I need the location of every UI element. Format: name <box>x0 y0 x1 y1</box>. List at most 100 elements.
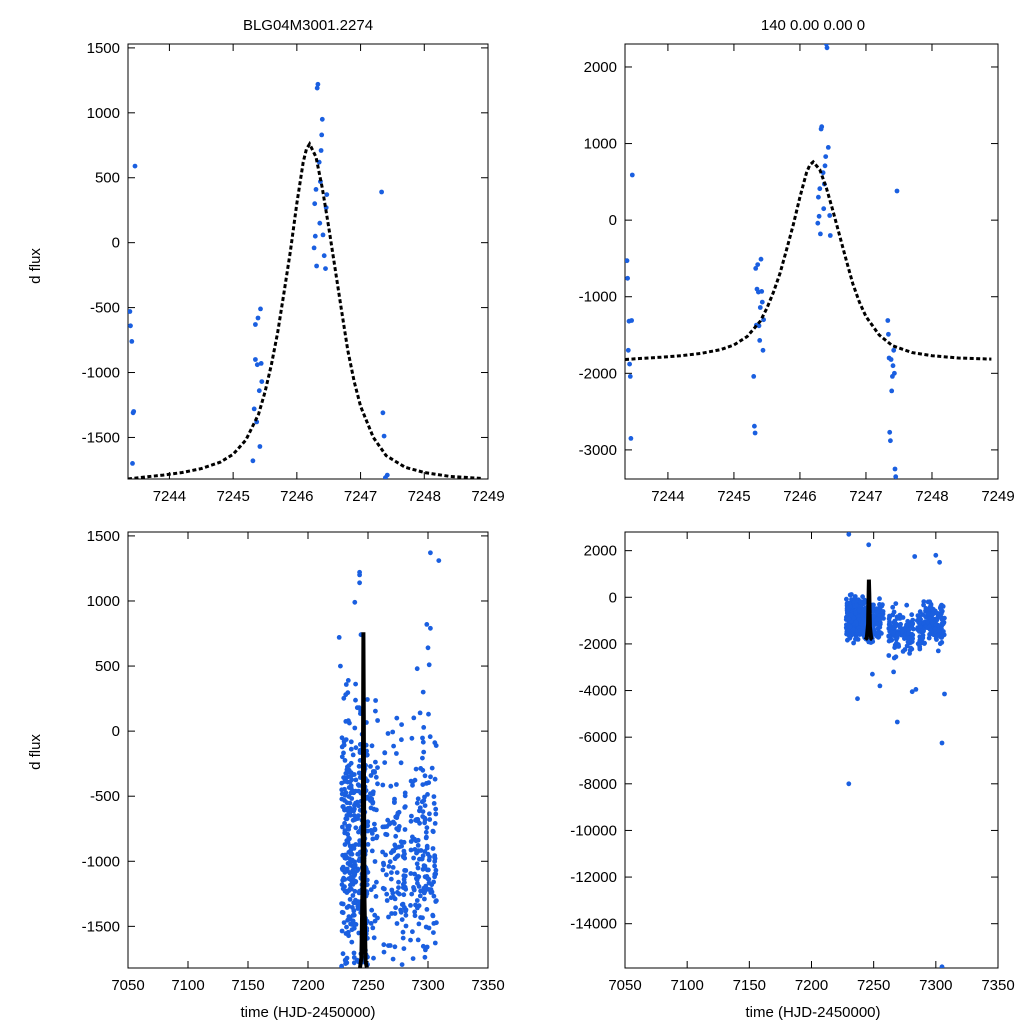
data-point <box>413 818 419 823</box>
data-point <box>319 132 325 138</box>
light-curve-panel-bottom-left: d flux time (HJD-2450000) 7050 7100 7150 72… <box>27 528 505 1021</box>
data-point <box>342 758 348 763</box>
data-point <box>418 888 423 894</box>
data-point <box>886 633 892 639</box>
data-point <box>853 619 859 625</box>
data-point <box>847 632 852 638</box>
data-point <box>344 866 350 872</box>
data-point <box>431 921 437 926</box>
data-point <box>758 256 764 262</box>
data-point <box>341 742 347 748</box>
data-point <box>341 750 346 756</box>
data-point <box>401 892 407 898</box>
data-point <box>315 81 321 87</box>
data-point <box>312 233 318 239</box>
data-point <box>348 874 354 880</box>
data-point <box>318 148 324 153</box>
data-point <box>401 946 407 951</box>
data-point <box>909 689 915 695</box>
data-point <box>893 474 899 479</box>
y-tick-label: -14000 <box>570 916 617 933</box>
plot-area <box>843 532 947 968</box>
data-point <box>922 640 927 646</box>
data-point <box>357 569 362 575</box>
data-point <box>422 954 428 960</box>
data-point <box>760 347 766 353</box>
data-point <box>934 637 939 642</box>
data-point <box>375 718 380 723</box>
data-point <box>399 962 405 967</box>
data-point <box>311 245 317 251</box>
data-point <box>408 871 414 876</box>
data-point <box>250 458 256 464</box>
data-point <box>343 961 348 966</box>
data-point <box>351 908 357 913</box>
data-point <box>345 824 350 829</box>
data-point <box>856 617 862 622</box>
y-tick-label: 0 <box>609 589 617 606</box>
data-point <box>860 629 865 635</box>
data-point <box>919 628 925 634</box>
data-point <box>369 848 375 854</box>
x-tick-label: 7244 <box>651 488 684 505</box>
y-tick-label: -1500 <box>82 429 120 446</box>
data-point <box>886 653 892 658</box>
data-point <box>351 813 357 818</box>
data-point <box>131 409 137 414</box>
data-point <box>403 912 409 918</box>
data-point <box>339 787 345 793</box>
y-tick-label: -10000 <box>570 822 617 839</box>
data-point <box>432 863 437 869</box>
x-tick-label: 7100 <box>670 977 703 994</box>
data-point <box>373 774 379 780</box>
data-point <box>396 879 401 885</box>
y-tick-label: 2000 <box>584 543 617 560</box>
data-point <box>342 828 348 834</box>
data-point <box>425 645 431 651</box>
data-point <box>411 855 416 861</box>
data-point <box>430 846 436 851</box>
data-point <box>891 347 897 353</box>
data-point <box>349 922 355 927</box>
data-point <box>431 794 437 799</box>
data-point <box>939 634 945 639</box>
data-point <box>420 755 425 761</box>
data-point <box>885 318 891 323</box>
x-tick-label: 7244 <box>153 488 186 505</box>
data-point <box>420 809 426 814</box>
data-point <box>414 861 420 867</box>
data-point <box>422 888 428 894</box>
data-point <box>927 604 933 610</box>
data-point <box>399 722 404 727</box>
y-tick-label: -1000 <box>82 365 120 382</box>
data-point <box>313 187 319 192</box>
data-point <box>339 791 345 797</box>
data-point <box>876 634 882 639</box>
data-point <box>857 608 862 613</box>
data-point <box>927 627 933 633</box>
x-tick-label: 7200 <box>291 977 324 994</box>
data-point <box>846 616 852 622</box>
data-point <box>877 620 883 626</box>
data-point <box>349 851 355 857</box>
data-point <box>342 869 348 875</box>
data-point <box>373 759 378 765</box>
data-point <box>398 839 404 845</box>
data-point <box>408 839 414 844</box>
data-point <box>938 607 944 613</box>
data-point <box>381 949 387 955</box>
data-point <box>340 824 345 830</box>
data-point <box>400 935 406 941</box>
data-point <box>428 550 433 556</box>
data-point <box>425 792 430 797</box>
data-point <box>352 725 358 731</box>
data-point <box>897 624 903 630</box>
data-point <box>391 743 396 749</box>
data-point <box>850 627 856 633</box>
data-point <box>399 737 404 743</box>
data-point <box>384 898 390 903</box>
data-point <box>934 610 940 616</box>
data-point <box>388 876 394 882</box>
data-point <box>390 729 396 735</box>
x-tick-label: 7150 <box>733 977 766 994</box>
